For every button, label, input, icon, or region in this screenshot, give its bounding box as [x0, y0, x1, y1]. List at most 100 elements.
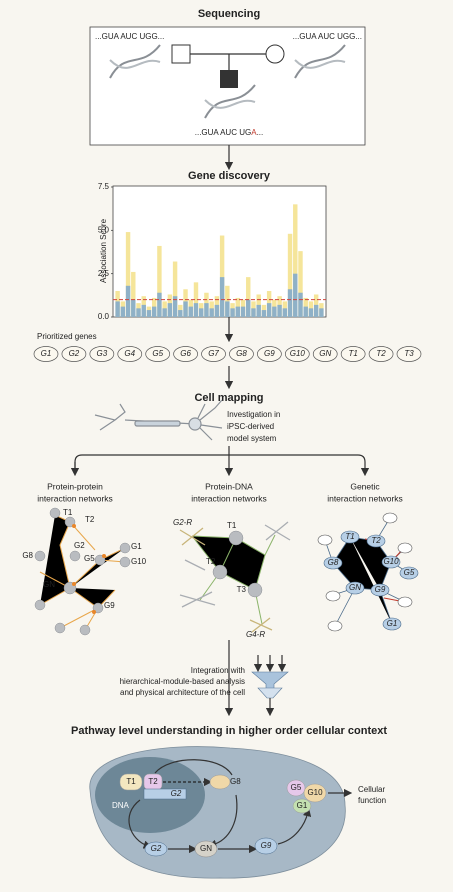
bar: [157, 245, 162, 317]
node-label: T1: [227, 521, 237, 530]
branch-arrows: [70, 446, 370, 477]
bar: [261, 310, 267, 317]
gene-oval: [173, 346, 198, 362]
node-label: Cellular: [358, 785, 385, 794]
gene-label: G3: [97, 349, 108, 358]
section-title: Gene discovery: [188, 170, 271, 182]
bar: [204, 303, 209, 317]
node-label: DNA: [112, 801, 130, 810]
gene-oval: [89, 346, 115, 362]
node-label: G1: [131, 542, 142, 551]
bar: [125, 285, 131, 317]
node-label: G4-R: [246, 630, 265, 639]
bar-chart: 0.0 2.5 5.0 7.5: [98, 182, 326, 321]
node-label: G2: [171, 789, 182, 798]
bar: [188, 306, 193, 317]
bar: [287, 289, 293, 317]
pedigree: [171, 44, 285, 88]
bar: [277, 304, 282, 317]
bar: [136, 308, 141, 317]
bar: [199, 308, 204, 317]
node-label: T2: [148, 777, 158, 786]
gene-oval: [340, 346, 366, 362]
bar: [219, 235, 225, 317]
node-label: G2-R: [173, 518, 192, 527]
bar: [313, 304, 319, 317]
bar: [298, 292, 303, 317]
gene-label: G9: [264, 349, 275, 358]
bar: [246, 299, 251, 317]
bar: [214, 304, 220, 317]
genetic-network: [317, 512, 419, 632]
gene-label: G6: [180, 349, 191, 358]
bar: [246, 277, 251, 317]
node-label: G8: [230, 777, 241, 786]
gene-label: G2: [69, 349, 80, 358]
bar: [287, 233, 293, 317]
section-title: Sequencing: [198, 8, 260, 20]
node-label: T2: [371, 536, 381, 545]
section-title: Cell mapping: [194, 392, 263, 404]
node-label: G5: [84, 554, 95, 563]
bar: [141, 304, 146, 317]
dna-helix: [109, 44, 346, 119]
node-label: G9: [104, 601, 115, 610]
funnel: [251, 655, 289, 717]
network-title: interaction networks: [327, 493, 403, 503]
gene-label: G7: [208, 349, 219, 358]
bar: [256, 304, 261, 317]
gene-oval: [201, 346, 226, 362]
note: iPSC-derived: [227, 422, 274, 431]
bar: [151, 306, 157, 317]
label: Prioritized genes: [37, 332, 97, 341]
gene-label: G10: [290, 349, 306, 358]
sequence: ...GUA AUC UG: [195, 128, 251, 137]
node-label: GN: [349, 583, 361, 592]
node-label: G8: [22, 551, 33, 560]
ppi-network: [34, 507, 131, 636]
bar: [298, 251, 303, 317]
bar: [193, 282, 199, 317]
bar: [172, 296, 178, 317]
node-label: G1: [387, 619, 398, 628]
note: Integration with: [191, 666, 245, 675]
bar: [146, 310, 152, 317]
bar: [293, 204, 298, 317]
node-label: T2: [85, 515, 95, 524]
y-tick-label: 2.5: [98, 269, 110, 278]
bar: [266, 303, 272, 317]
y-tick-label: 7.5: [98, 182, 110, 191]
node-label: T1: [63, 508, 73, 517]
bar: [251, 308, 256, 317]
axis-title: Association Score: [99, 218, 108, 283]
gene-oval: [229, 346, 254, 362]
note: hierarchical-module-based analysis: [120, 677, 245, 686]
bar: [230, 308, 235, 317]
sequence-text: ...GUA AUC UGA...: [195, 128, 263, 137]
bar: [172, 261, 178, 317]
gene-oval: [117, 346, 143, 362]
pdi-network: [179, 521, 291, 633]
node-label: G10: [307, 788, 323, 797]
network-title: Protein-DNA: [205, 481, 253, 491]
gene-oval: [145, 346, 171, 362]
gene-oval: [284, 346, 310, 362]
node-label: G10: [383, 557, 399, 566]
bar: [272, 306, 277, 317]
bar: [303, 306, 308, 317]
note: Investigation in: [227, 410, 280, 419]
note: and physical architecture of the cell: [120, 688, 245, 697]
section-title: Pathway level understanding in higher or…: [71, 725, 387, 737]
sequence-text: ...GUA AUC UGG...: [95, 32, 164, 41]
node-label: T3: [237, 585, 247, 594]
bar: [157, 292, 162, 317]
node-label: function: [358, 796, 386, 805]
bar: [209, 308, 214, 317]
gene-oval: [33, 346, 59, 362]
network-title: Protein-protein: [47, 481, 103, 491]
gene-label: G1: [41, 349, 52, 358]
sequence: ...: [257, 128, 264, 137]
bar: [282, 308, 288, 317]
node-label: T1: [126, 777, 136, 786]
